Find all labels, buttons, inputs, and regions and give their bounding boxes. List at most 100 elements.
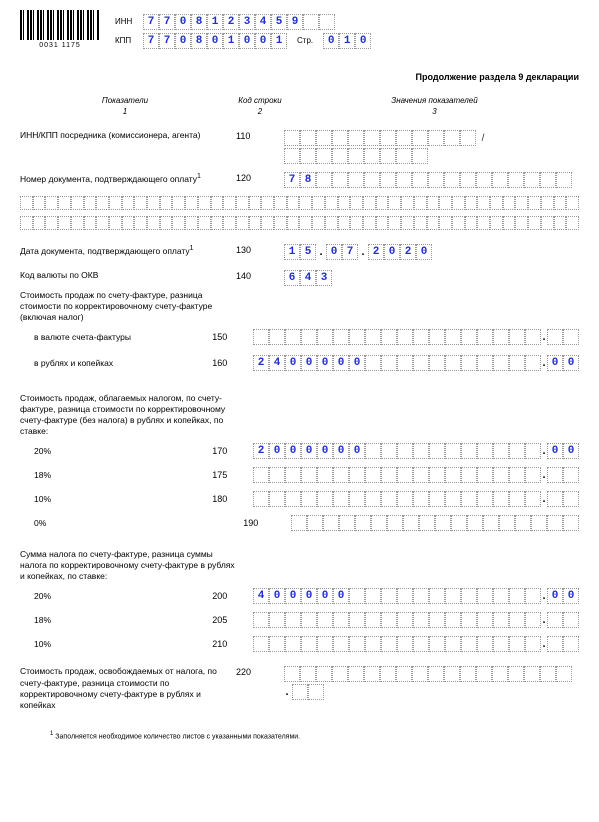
- cell: [461, 467, 477, 483]
- cell: [253, 636, 269, 652]
- column-headers: Показатели Код строки Значения показател…: [20, 96, 579, 105]
- cell: [160, 216, 173, 230]
- cell: [301, 612, 317, 628]
- cell: [428, 130, 444, 146]
- cell: [381, 491, 397, 507]
- cell: [531, 515, 547, 531]
- cell: [333, 491, 349, 507]
- cell: 0: [333, 588, 349, 604]
- col-h2: Код строки: [230, 96, 290, 105]
- cell: [525, 491, 541, 507]
- r205-code: 205: [212, 615, 253, 625]
- id-block: ИНН 7708123459 КПП 770801001 Стр. 010: [115, 14, 371, 49]
- cell: [380, 666, 396, 682]
- cell: [397, 491, 413, 507]
- cell: 7: [159, 33, 175, 49]
- cell: [355, 515, 371, 531]
- cell: [20, 196, 33, 210]
- cell: [333, 636, 349, 652]
- cell: [376, 196, 389, 210]
- cell: [403, 515, 419, 531]
- cell: [461, 355, 477, 371]
- cell: [493, 612, 509, 628]
- cell: [96, 216, 109, 230]
- cell: [439, 196, 452, 210]
- cell: [350, 196, 363, 210]
- rate10: 10%: [20, 494, 212, 504]
- cell: [414, 196, 427, 210]
- cell: [540, 172, 556, 188]
- r220-code: 220: [236, 666, 284, 677]
- cell: [308, 684, 324, 700]
- cell: [477, 196, 490, 210]
- cell: [451, 515, 467, 531]
- cell: [365, 636, 381, 652]
- cell: [493, 443, 509, 459]
- cell: 0: [269, 588, 285, 604]
- r160-label: в рублях и копейках: [20, 358, 212, 368]
- cell: [287, 216, 300, 230]
- cell: [348, 666, 364, 682]
- cell: [301, 636, 317, 652]
- cell: [563, 491, 579, 507]
- cell: [467, 515, 483, 531]
- row-150: в валюте счета-фактуры 150 .: [20, 329, 579, 345]
- cell: [429, 443, 445, 459]
- cell: [490, 216, 503, 230]
- cell: [563, 329, 579, 345]
- cell: [307, 515, 323, 531]
- r220-label: Стоимость продаж, освобождаемых от налог…: [20, 666, 236, 710]
- row-120: Номер документа, подтверждающего оплату1…: [20, 172, 579, 188]
- cell: [445, 636, 461, 652]
- cell: [284, 666, 300, 682]
- cell: [339, 515, 355, 531]
- cell: [134, 216, 147, 230]
- cell: [515, 196, 528, 210]
- cell: [376, 216, 389, 230]
- cell: 1: [284, 244, 300, 260]
- cell: 1: [207, 14, 223, 30]
- cell: 0: [563, 355, 579, 371]
- cell: 0: [285, 588, 301, 604]
- cell: [445, 612, 461, 628]
- cell: [58, 196, 71, 210]
- kpp-label: КПП: [115, 36, 137, 45]
- rate10b: 10%: [20, 639, 212, 649]
- cell: 0: [207, 33, 223, 49]
- cell: [381, 467, 397, 483]
- r140-label: Код валюты по ОКВ: [20, 270, 236, 281]
- cell: [499, 515, 515, 531]
- cell: [563, 515, 579, 531]
- cell: [363, 216, 376, 230]
- cell: 7: [284, 172, 300, 188]
- cell: [299, 196, 312, 210]
- cell: [477, 443, 493, 459]
- cell: 2: [223, 14, 239, 30]
- cell: 0: [326, 244, 342, 260]
- cell: [134, 196, 147, 210]
- cell: [325, 216, 338, 230]
- cell: [253, 612, 269, 628]
- cell: 2: [400, 244, 416, 260]
- cell: [429, 491, 445, 507]
- cell: [381, 588, 397, 604]
- cell: [381, 636, 397, 652]
- cell: [364, 148, 380, 164]
- cell: [563, 467, 579, 483]
- cell: [364, 130, 380, 146]
- cell: [269, 636, 285, 652]
- cell: [452, 196, 465, 210]
- cell: [508, 172, 524, 188]
- cell: 0: [563, 443, 579, 459]
- cell: [338, 216, 351, 230]
- cell: [429, 355, 445, 371]
- cell: [269, 612, 285, 628]
- cell: [413, 329, 429, 345]
- cell: [524, 172, 540, 188]
- r130-label: Дата документа, подтверждающего оплату1: [20, 244, 236, 257]
- cell: 0: [255, 33, 271, 49]
- cell: 0: [349, 443, 365, 459]
- cell: [524, 666, 540, 682]
- cell: [445, 355, 461, 371]
- group1: Стоимость продаж по счету-фактуре, разни…: [20, 290, 240, 323]
